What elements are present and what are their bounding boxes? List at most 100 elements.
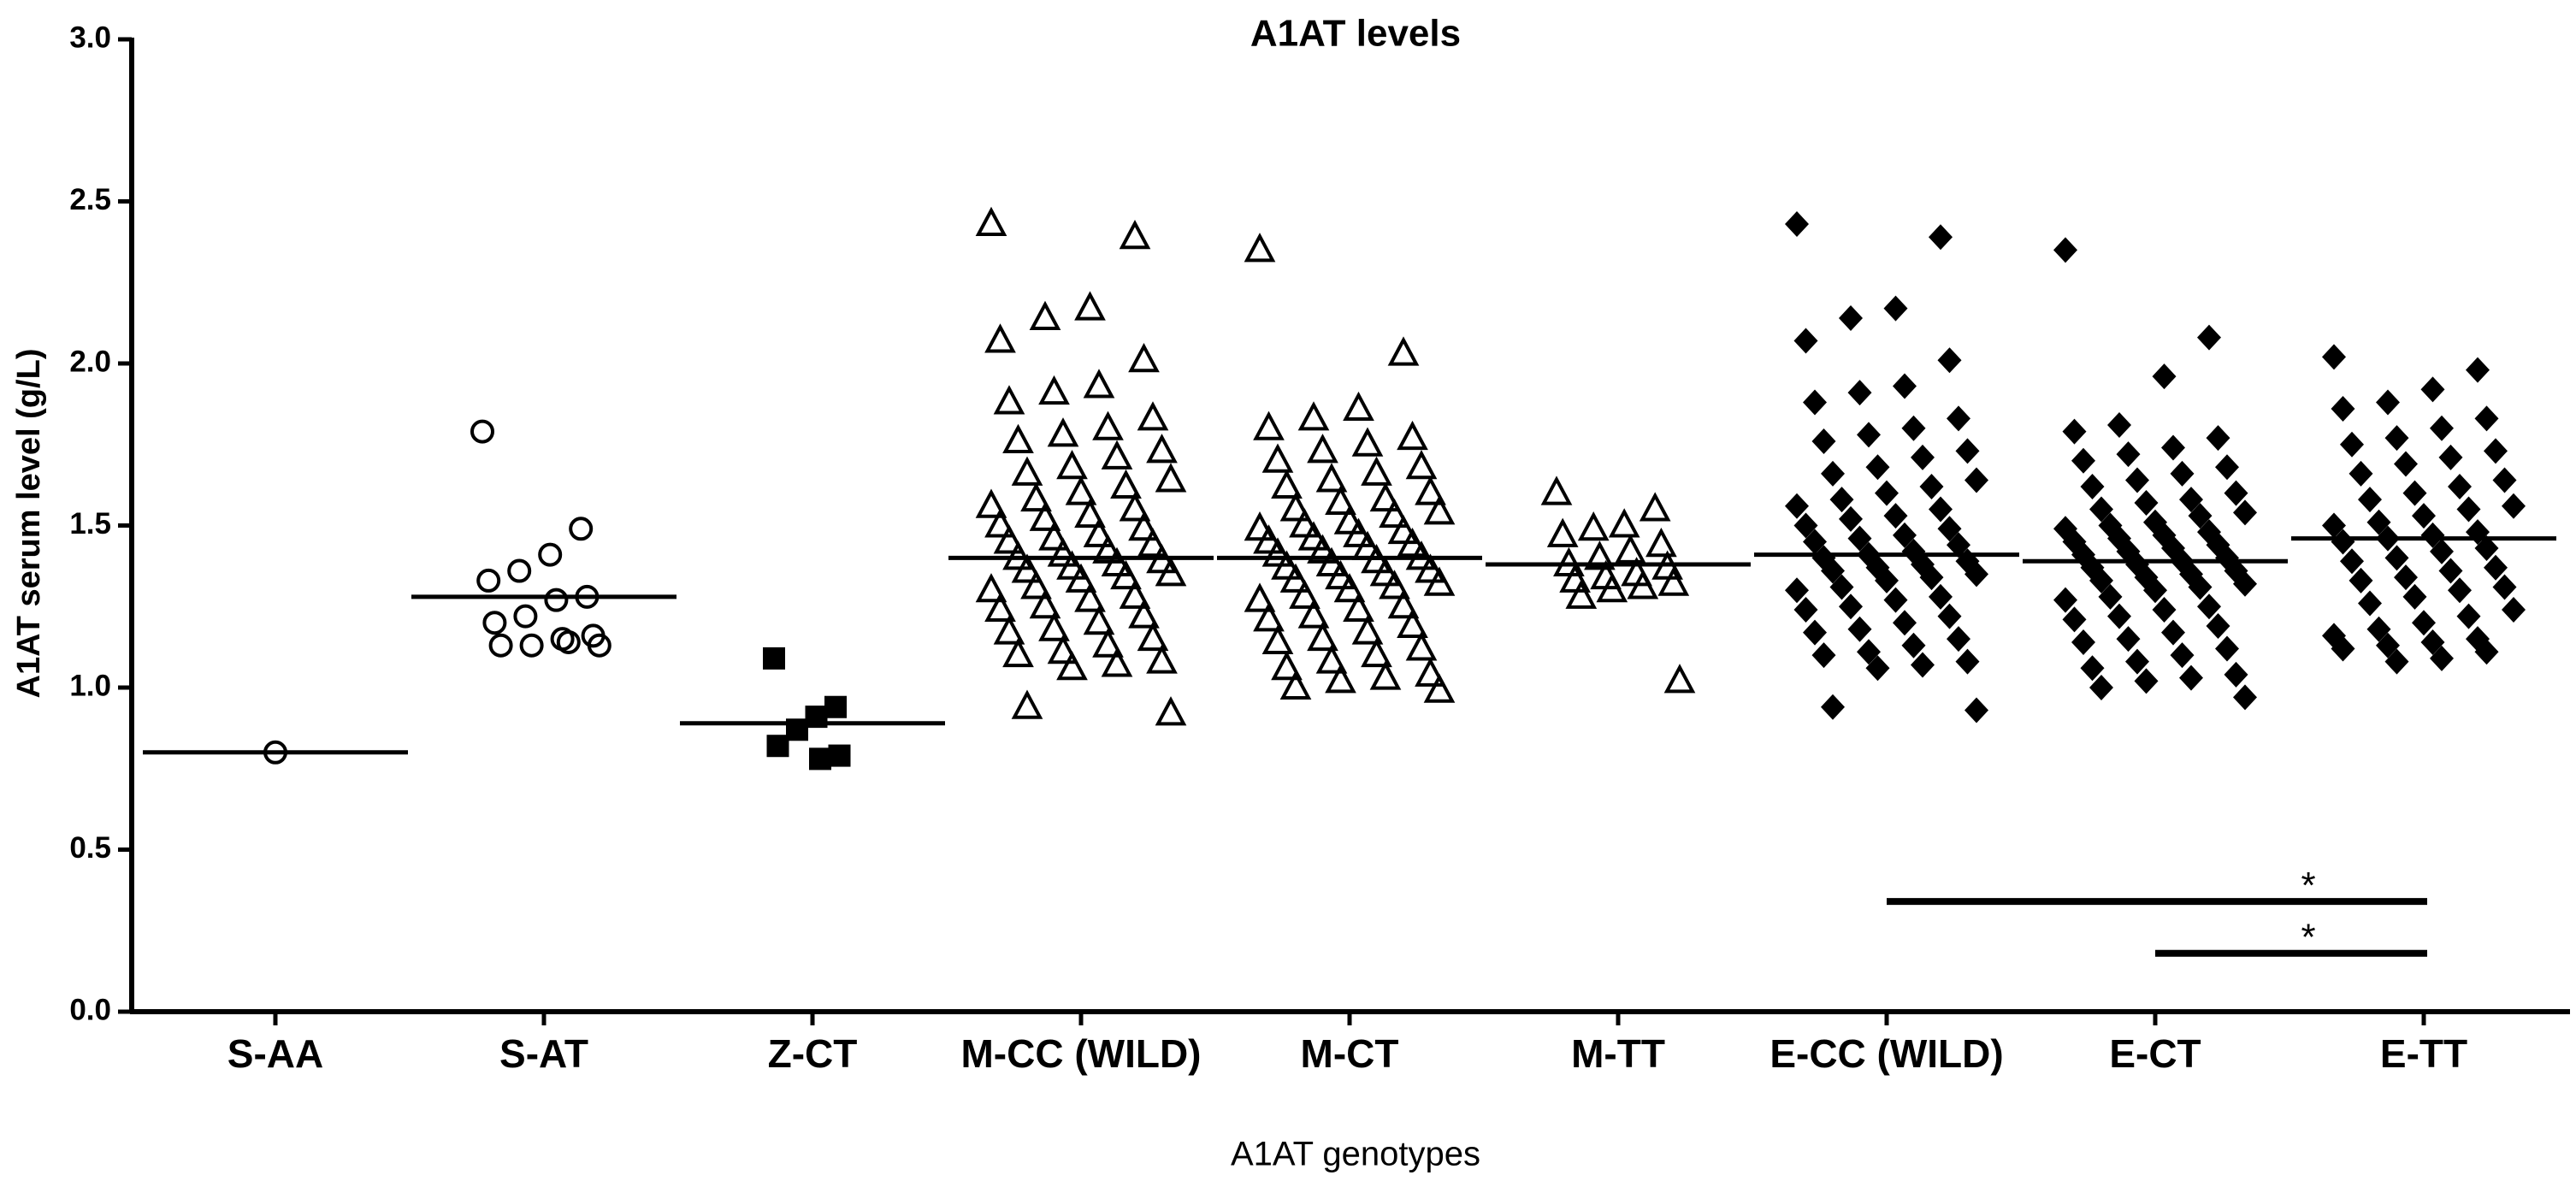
point [1137,528,1169,558]
point [544,588,569,612]
x-tick-label: E-CC (WILD) [1770,1031,2003,1076]
point [470,419,494,444]
point [1011,689,1043,719]
point [2233,570,2257,597]
point [1325,664,1356,694]
point [1627,570,1659,599]
point [1387,336,1420,366]
point [1083,369,1115,399]
point [1271,550,1303,580]
point [1297,521,1330,551]
point [587,633,612,658]
point [1379,498,1410,529]
point [1253,410,1285,440]
point [2412,503,2436,529]
point [2331,396,2355,422]
point [1839,505,1863,532]
point [2438,558,2463,584]
point [1423,673,1456,703]
y-axis-label: A1AT serum level (g/L) [11,349,47,699]
point [2188,503,2213,529]
point [1002,423,1034,453]
point [1785,577,1809,604]
point [1829,574,1854,600]
point [1369,660,1402,690]
point [1415,553,1446,583]
point [1964,467,1988,493]
point [1315,644,1348,674]
point [1083,517,1115,547]
point [975,206,1007,237]
point [1615,534,1646,564]
point [1803,529,1827,555]
point [2224,661,2248,688]
point [2366,509,2391,535]
point [2179,664,2203,691]
point [569,517,594,541]
point [1074,582,1106,612]
point [1343,592,1374,623]
point [1011,553,1043,583]
point [2107,412,2131,439]
point [2224,480,2248,506]
point [1101,546,1133,576]
point [1261,537,1294,567]
point [1065,475,1097,505]
point [1875,480,1899,506]
point [1315,463,1348,493]
point [2492,467,2517,493]
point [993,615,1025,645]
point [2089,675,2113,700]
y-tick-label: 3.0 [69,21,111,54]
point [1955,438,1980,464]
point [2358,590,2382,617]
point [1397,608,1428,638]
point [2197,594,2221,620]
point [1261,624,1294,654]
point [2080,474,2105,500]
point [975,488,1007,518]
point [2062,606,2087,633]
point [1244,233,1276,263]
point [1821,694,1845,720]
point [1155,696,1187,726]
point [2089,567,2113,594]
point [556,629,581,654]
point [1901,632,1926,658]
significance-label: * [2301,916,2315,958]
point [1803,389,1827,416]
point [1361,456,1392,486]
point [1811,428,1836,454]
point [2502,597,2526,623]
point [1146,434,1178,464]
point [1137,621,1169,652]
point [1056,450,1088,480]
point [2179,487,2203,513]
point [1307,621,1338,652]
point [2098,583,2123,610]
point [2466,357,2490,383]
point [2080,655,2105,682]
point [1002,637,1034,668]
point [1029,589,1061,619]
point [2394,564,2418,591]
point [2420,376,2445,403]
point [1279,670,1312,700]
point [1155,463,1187,493]
point [2161,619,2185,646]
point [1793,597,1818,623]
x-tick-label: M-CC (WILD) [960,1031,1201,1076]
point [538,542,563,567]
point [1333,573,1366,603]
point [984,323,1016,353]
point [2456,496,2481,523]
point [1253,524,1285,554]
point [2143,577,2167,604]
point [1325,485,1356,515]
point [2107,603,2131,629]
point [2340,548,2364,575]
point [1964,697,1988,723]
point [1038,611,1070,641]
point [1883,503,1908,529]
